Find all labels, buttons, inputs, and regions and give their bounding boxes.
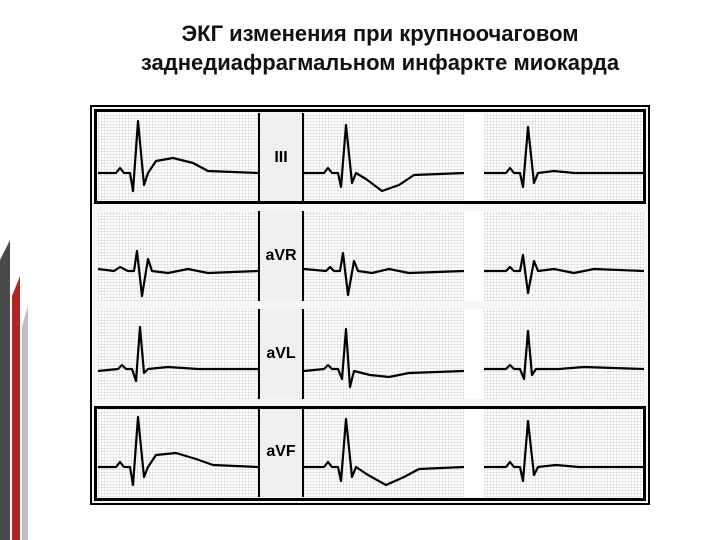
ecg-cell-r1-c2 (484, 211, 644, 301)
lead-label-aVR: aVR (258, 211, 304, 301)
column-spacer (464, 113, 484, 203)
ecg-cell-r3-c1 (304, 407, 464, 497)
ecg-cell-r0-c2 (484, 113, 644, 203)
column-spacer (464, 407, 484, 497)
ecg-cell-r2-c0 (98, 309, 258, 399)
column-spacer (464, 211, 484, 301)
ecg-cell-r3-c0 (98, 407, 258, 497)
ecg-cell-r0-c0 (98, 113, 258, 203)
ecg-grid: III aVR aVL aVF (90, 105, 650, 505)
lead-label-aVL: aVL (258, 309, 304, 399)
ecg-cell-r0-c1 (304, 113, 464, 203)
column-spacer (464, 309, 484, 399)
ecg-cell-r1-c1 (304, 211, 464, 301)
accent-stripe-icon (0, 0, 40, 540)
lead-label-aVF: aVF (258, 407, 304, 497)
ecg-cell-r1-c0 (98, 211, 258, 301)
ecg-cell-r2-c2 (484, 309, 644, 399)
lead-label-III: III (258, 113, 304, 203)
ecg-cell-r3-c2 (484, 407, 644, 497)
slide-title: ЭКГ изменения при крупноочаговом заднеди… (80, 20, 680, 77)
ecg-cell-r2-c1 (304, 309, 464, 399)
